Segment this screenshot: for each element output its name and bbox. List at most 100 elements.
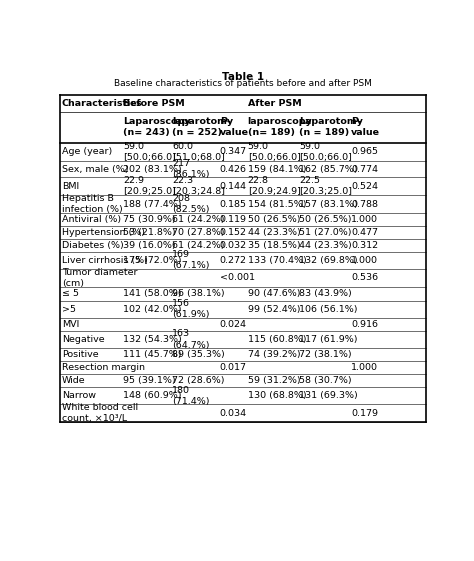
- Text: Characteristics: Characteristics: [62, 99, 143, 108]
- Text: 0.524: 0.524: [351, 182, 378, 191]
- Text: 70 (27.8%): 70 (27.8%): [172, 228, 225, 237]
- Text: 0.916: 0.916: [351, 320, 378, 329]
- Text: 95 (39.1%): 95 (39.1%): [123, 376, 175, 385]
- Text: 72 (28.6%): 72 (28.6%): [172, 376, 225, 385]
- Text: 99 (52.4%): 99 (52.4%): [248, 305, 300, 314]
- Text: laparotomy
(n = 252): laparotomy (n = 252): [172, 117, 233, 137]
- Text: 115 (60.8%): 115 (60.8%): [248, 335, 306, 344]
- Text: 44 (23.3%): 44 (23.3%): [248, 228, 301, 237]
- Text: 208
(82.5%): 208 (82.5%): [172, 194, 210, 214]
- Text: Wide: Wide: [62, 376, 85, 385]
- Text: 148 (60.9%): 148 (60.9%): [123, 391, 181, 400]
- Text: 0.179: 0.179: [351, 409, 378, 418]
- Text: 0.426: 0.426: [220, 164, 247, 173]
- Text: 61 (24.2%): 61 (24.2%): [172, 241, 225, 250]
- Text: 157 (83.1%): 157 (83.1%): [299, 200, 358, 209]
- Text: Hypertension (%): Hypertension (%): [62, 228, 145, 237]
- Text: Positive: Positive: [62, 350, 99, 359]
- Text: 0.312: 0.312: [351, 241, 378, 250]
- Text: 1.000: 1.000: [351, 256, 378, 265]
- Text: Before PSM: Before PSM: [123, 99, 184, 108]
- Text: 175 (72.0%): 175 (72.0%): [123, 256, 181, 265]
- Text: 72 (38.1%): 72 (38.1%): [299, 350, 352, 359]
- Text: BMI: BMI: [62, 182, 79, 191]
- Text: After PSM: After PSM: [248, 99, 301, 108]
- Text: 106 (56.1%): 106 (56.1%): [299, 305, 357, 314]
- Text: 0.024: 0.024: [220, 320, 247, 329]
- Text: 22.8
[20.9;24.9]: 22.8 [20.9;24.9]: [248, 176, 301, 196]
- Text: Liver cirrhosis (%): Liver cirrhosis (%): [62, 256, 148, 265]
- Text: Table 1: Table 1: [222, 72, 264, 82]
- Text: Laparoscopy
(n= 243): Laparoscopy (n= 243): [123, 117, 190, 137]
- Text: Diabetes (%): Diabetes (%): [62, 241, 124, 250]
- Text: Age (year): Age (year): [62, 148, 112, 157]
- Text: 0.477: 0.477: [351, 228, 378, 237]
- Text: 0.152: 0.152: [220, 228, 247, 237]
- Text: Negative: Negative: [62, 335, 104, 344]
- Text: 0.119: 0.119: [220, 215, 247, 224]
- Text: 59.0
[50.0;66.0]: 59.0 [50.0;66.0]: [123, 142, 176, 162]
- Text: 96 (38.1%): 96 (38.1%): [172, 289, 225, 298]
- Text: 111 (45.7%): 111 (45.7%): [123, 350, 181, 359]
- Text: Hepatitis B
infection (%): Hepatitis B infection (%): [62, 194, 123, 214]
- Text: 61 (24.2%): 61 (24.2%): [172, 215, 225, 224]
- Text: 102 (42.0%): 102 (42.0%): [123, 305, 181, 314]
- Text: 59.0
[50.0;66.0]: 59.0 [50.0;66.0]: [299, 142, 352, 162]
- Text: 131 (69.3%): 131 (69.3%): [299, 391, 358, 400]
- Text: 59 (31.2%): 59 (31.2%): [248, 376, 301, 385]
- Text: 0.536: 0.536: [351, 273, 378, 282]
- Text: 130 (68.8%): 130 (68.8%): [248, 391, 306, 400]
- Text: 1.000: 1.000: [351, 215, 378, 224]
- Text: 132 (54.3%): 132 (54.3%): [123, 335, 182, 344]
- Text: 75 (30.9%): 75 (30.9%): [123, 215, 175, 224]
- Text: 0.034: 0.034: [220, 409, 247, 418]
- Text: <0.001: <0.001: [220, 273, 255, 282]
- Text: 133 (70.4%): 133 (70.4%): [248, 256, 307, 265]
- Text: Narrow: Narrow: [62, 391, 96, 400]
- Text: 156
(61.9%): 156 (61.9%): [172, 299, 210, 319]
- Text: 50 (26.5%): 50 (26.5%): [248, 215, 300, 224]
- Text: 0.185: 0.185: [220, 200, 247, 209]
- Text: 154 (81.5%): 154 (81.5%): [248, 200, 306, 209]
- Text: Resection margin: Resection margin: [62, 363, 145, 372]
- Text: 0.788: 0.788: [351, 200, 378, 209]
- Text: 188 (77.4%): 188 (77.4%): [123, 200, 181, 209]
- Text: 35 (18.5%): 35 (18.5%): [248, 241, 301, 250]
- Text: 180
(71.4%): 180 (71.4%): [172, 385, 210, 406]
- Text: Sex, male (%): Sex, male (%): [62, 164, 128, 173]
- Text: 74 (39.2%): 74 (39.2%): [248, 350, 301, 359]
- Text: 22.9
[20.9;25.0]: 22.9 [20.9;25.0]: [123, 176, 176, 196]
- Text: 0.017: 0.017: [220, 363, 247, 372]
- Text: 0.774: 0.774: [351, 164, 378, 173]
- Text: 159 (84.1%): 159 (84.1%): [248, 164, 306, 173]
- Text: 59.0
[50.0;66.0]: 59.0 [50.0;66.0]: [248, 142, 301, 162]
- Text: 132 (69.8%): 132 (69.8%): [299, 256, 358, 265]
- Text: 39 (16.0%): 39 (16.0%): [123, 241, 175, 250]
- Text: 202 (83.1%): 202 (83.1%): [123, 164, 182, 173]
- Text: 0.965: 0.965: [351, 148, 378, 157]
- Text: 50 (26.5%): 50 (26.5%): [299, 215, 352, 224]
- Text: 89 (35.3%): 89 (35.3%): [172, 350, 225, 359]
- Text: 51 (27.0%): 51 (27.0%): [299, 228, 352, 237]
- Text: 169
(67.1%): 169 (67.1%): [172, 250, 210, 270]
- Text: >5: >5: [62, 305, 76, 314]
- Text: ≤ 5: ≤ 5: [62, 289, 79, 298]
- Text: White blood cell
count, ×10³/L: White blood cell count, ×10³/L: [62, 403, 138, 424]
- Text: 60.0
[51.0;68.0]: 60.0 [51.0;68.0]: [172, 142, 225, 162]
- Text: 53 (21.8%): 53 (21.8%): [123, 228, 175, 237]
- Text: 0.032: 0.032: [220, 241, 247, 250]
- Text: 0.347: 0.347: [220, 148, 247, 157]
- Text: 0.144: 0.144: [220, 182, 247, 191]
- Text: 0.272: 0.272: [220, 256, 247, 265]
- Text: P-
value: P- value: [220, 117, 249, 137]
- Text: Tumor diameter
(cm): Tumor diameter (cm): [62, 268, 137, 288]
- Text: 163
(64.7%): 163 (64.7%): [172, 329, 210, 350]
- Text: P-
value: P- value: [351, 117, 380, 137]
- Text: 117 (61.9%): 117 (61.9%): [299, 335, 357, 344]
- Text: 83 (43.9%): 83 (43.9%): [299, 289, 352, 298]
- Text: Antiviral (%): Antiviral (%): [62, 215, 121, 224]
- Text: Baseline characteristics of patients before and after PSM: Baseline characteristics of patients bef…: [114, 79, 372, 88]
- Text: 22.3
[20.3;24.8]: 22.3 [20.3;24.8]: [172, 176, 225, 196]
- Text: MVI: MVI: [62, 320, 79, 329]
- Text: 22.5
[20.3;25.0]: 22.5 [20.3;25.0]: [299, 176, 352, 196]
